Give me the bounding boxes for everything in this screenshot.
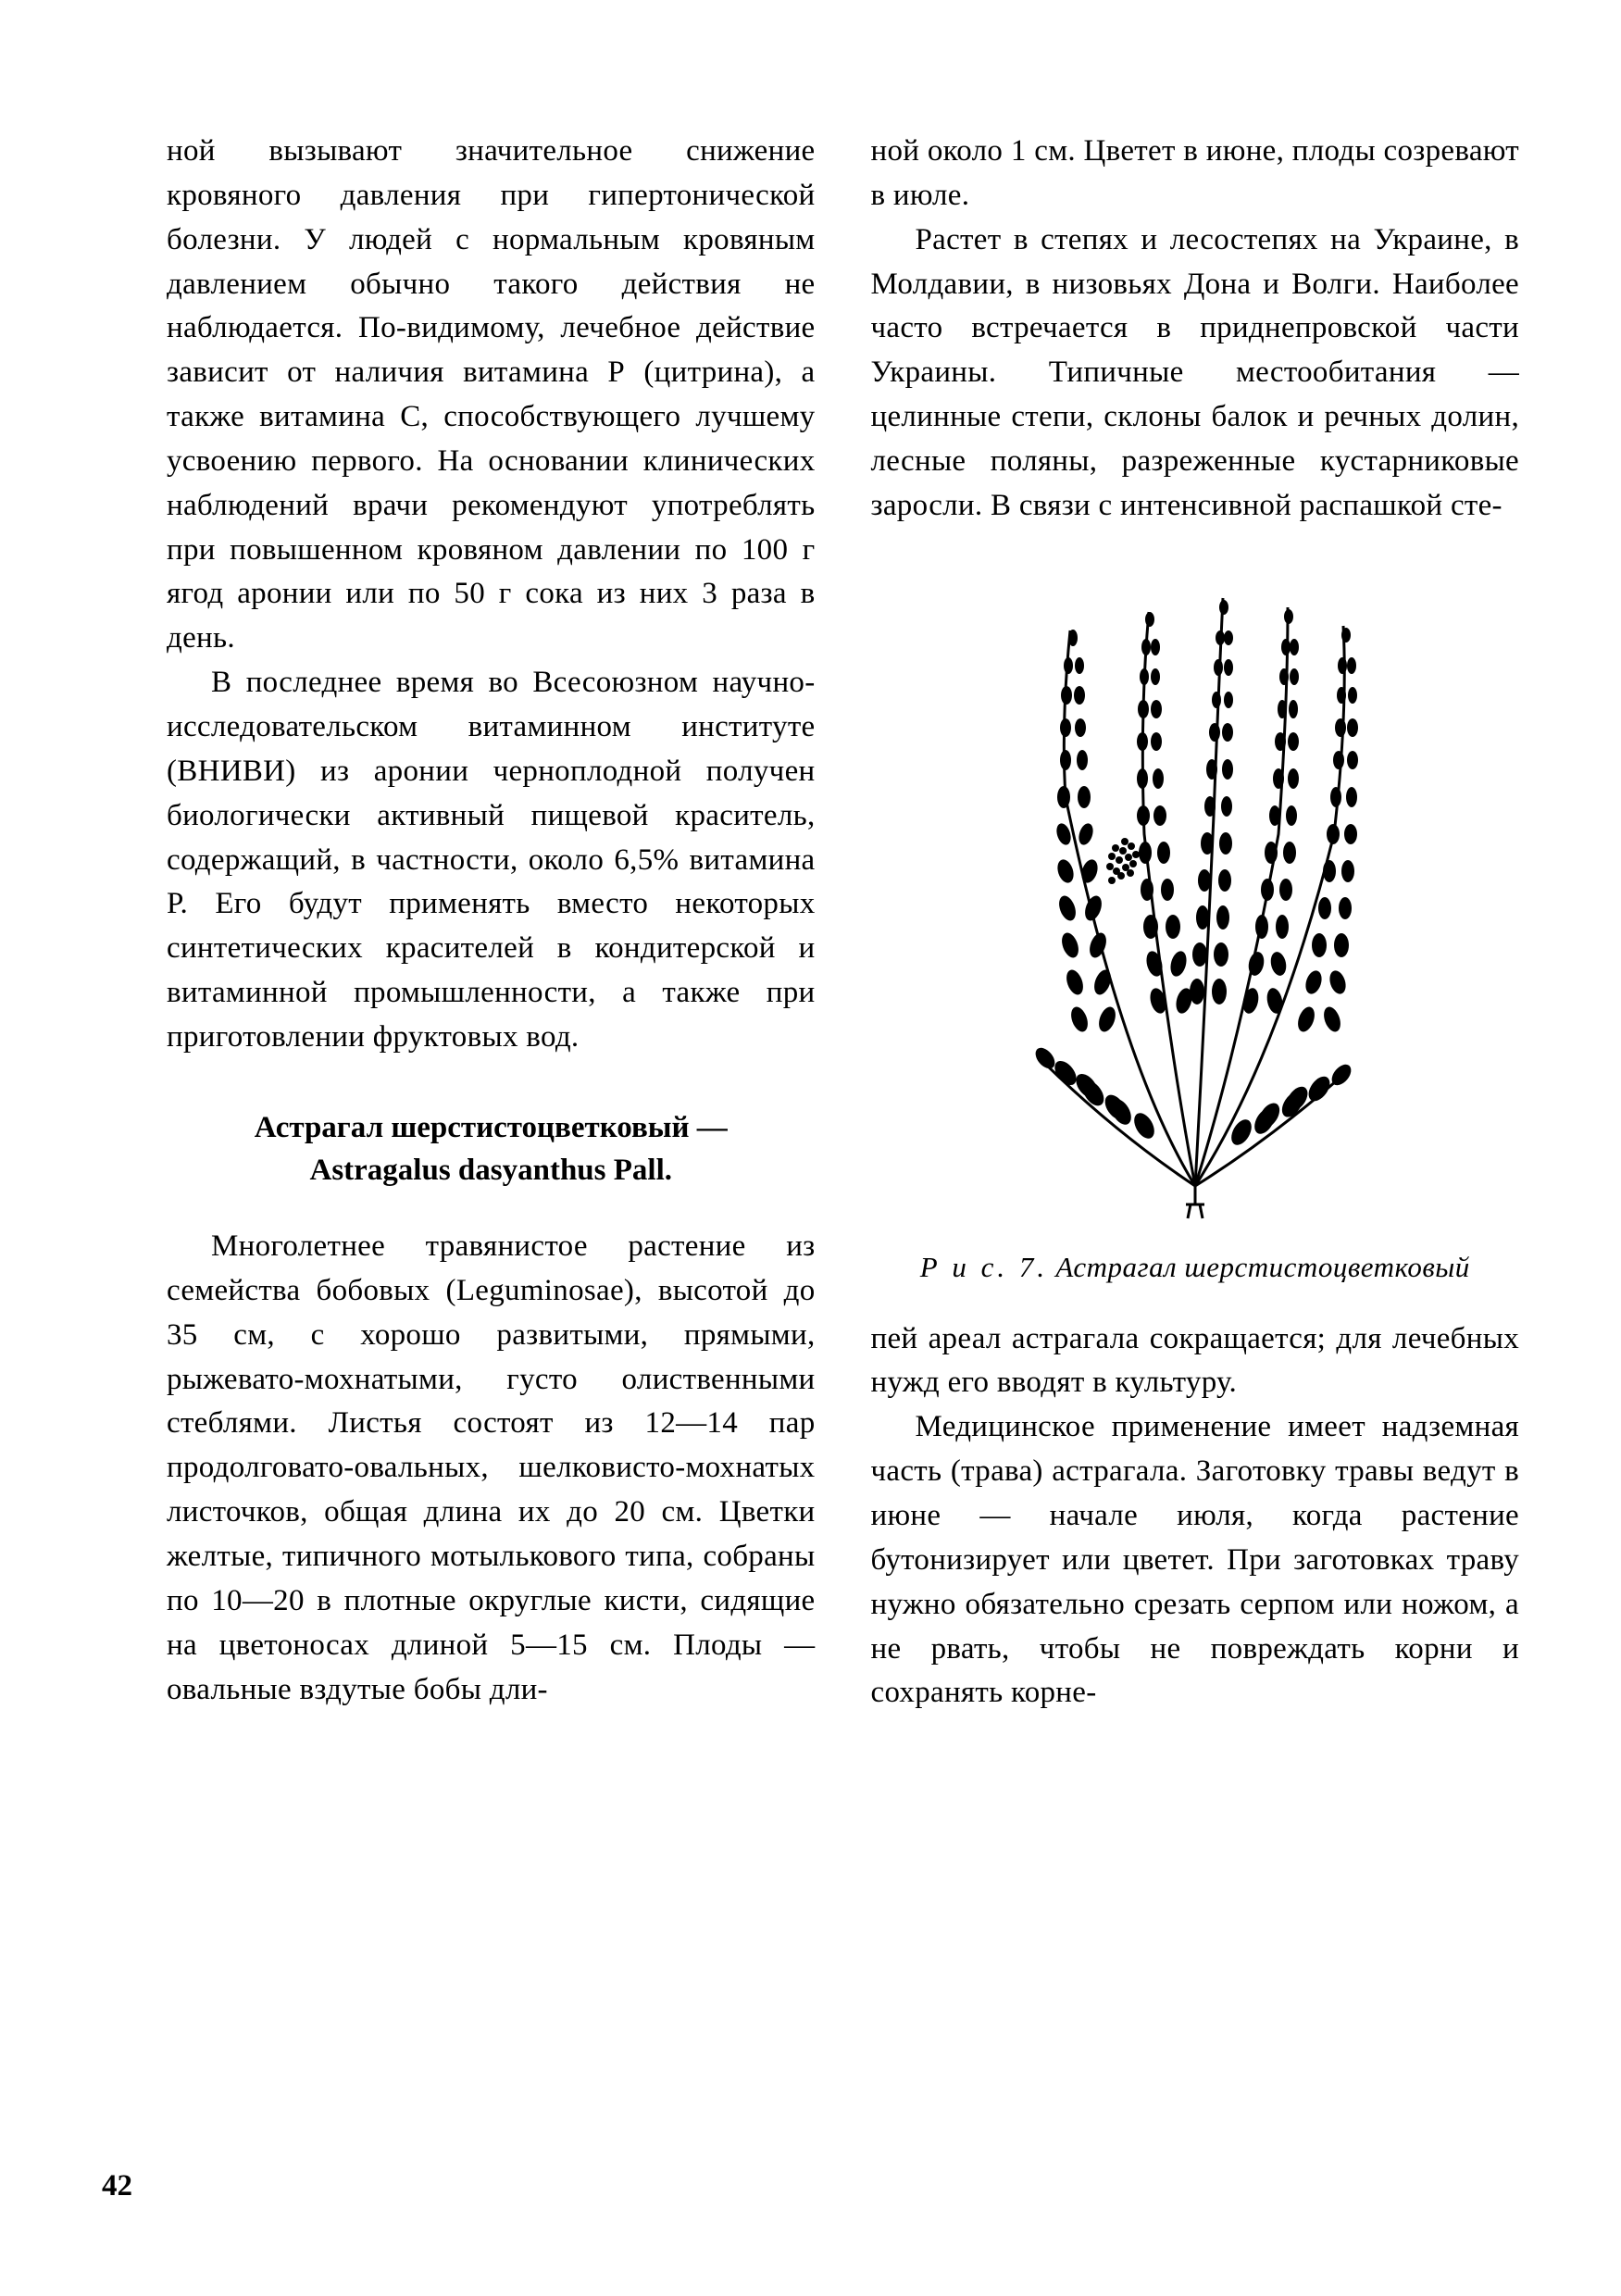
left-column: ной вызывают значительное снижение кровя… <box>167 130 816 2203</box>
right-para-2: Растет в степях и лесостепях на Украине,… <box>871 218 1520 529</box>
columns-container: ной вызывают значительное снижение кровя… <box>167 130 1519 2203</box>
figure-caption-text: Астрагал шерстистоцветковый <box>1055 1251 1469 1283</box>
heading-line-2: Astragalus dasyanthus Pall. <box>167 1149 816 1192</box>
section-heading: Астрагал шерстистоцветковый — Astragalus… <box>167 1106 816 1192</box>
figure-caption-prefix: Р и с. 7. <box>920 1251 1048 1283</box>
left-para-2: В последнее время во Всесоюзном научно-и… <box>167 661 816 1060</box>
heading-line-1: Астрагал шерстистоцветковый — <box>167 1106 816 1149</box>
page-number: 42 <box>102 2169 132 2203</box>
page: ной вызывают значительное снижение кровя… <box>0 0 1621 2296</box>
right-para-1: ной около 1 см. Цветет в июне, плоды соз… <box>871 130 1520 218</box>
right-column: ной около 1 см. Цветет в июне, плоды соз… <box>871 130 1520 2203</box>
figure-caption: Р и с. 7. Астрагал шерстистоцветковый <box>871 1251 1520 1284</box>
left-para-3: Многолетнее травянистое растение из семе… <box>167 1225 816 1712</box>
left-para-1: ной вызывают значительное снижение кровя… <box>167 130 816 661</box>
figure-container <box>871 556 1520 1223</box>
right-para-3: пей ареал астрагала сокращается; для леч… <box>871 1317 1520 1406</box>
plant-illustration-icon <box>936 556 1454 1223</box>
right-para-4: Медицинское применение имеет надземная ч… <box>871 1405 1520 1716</box>
